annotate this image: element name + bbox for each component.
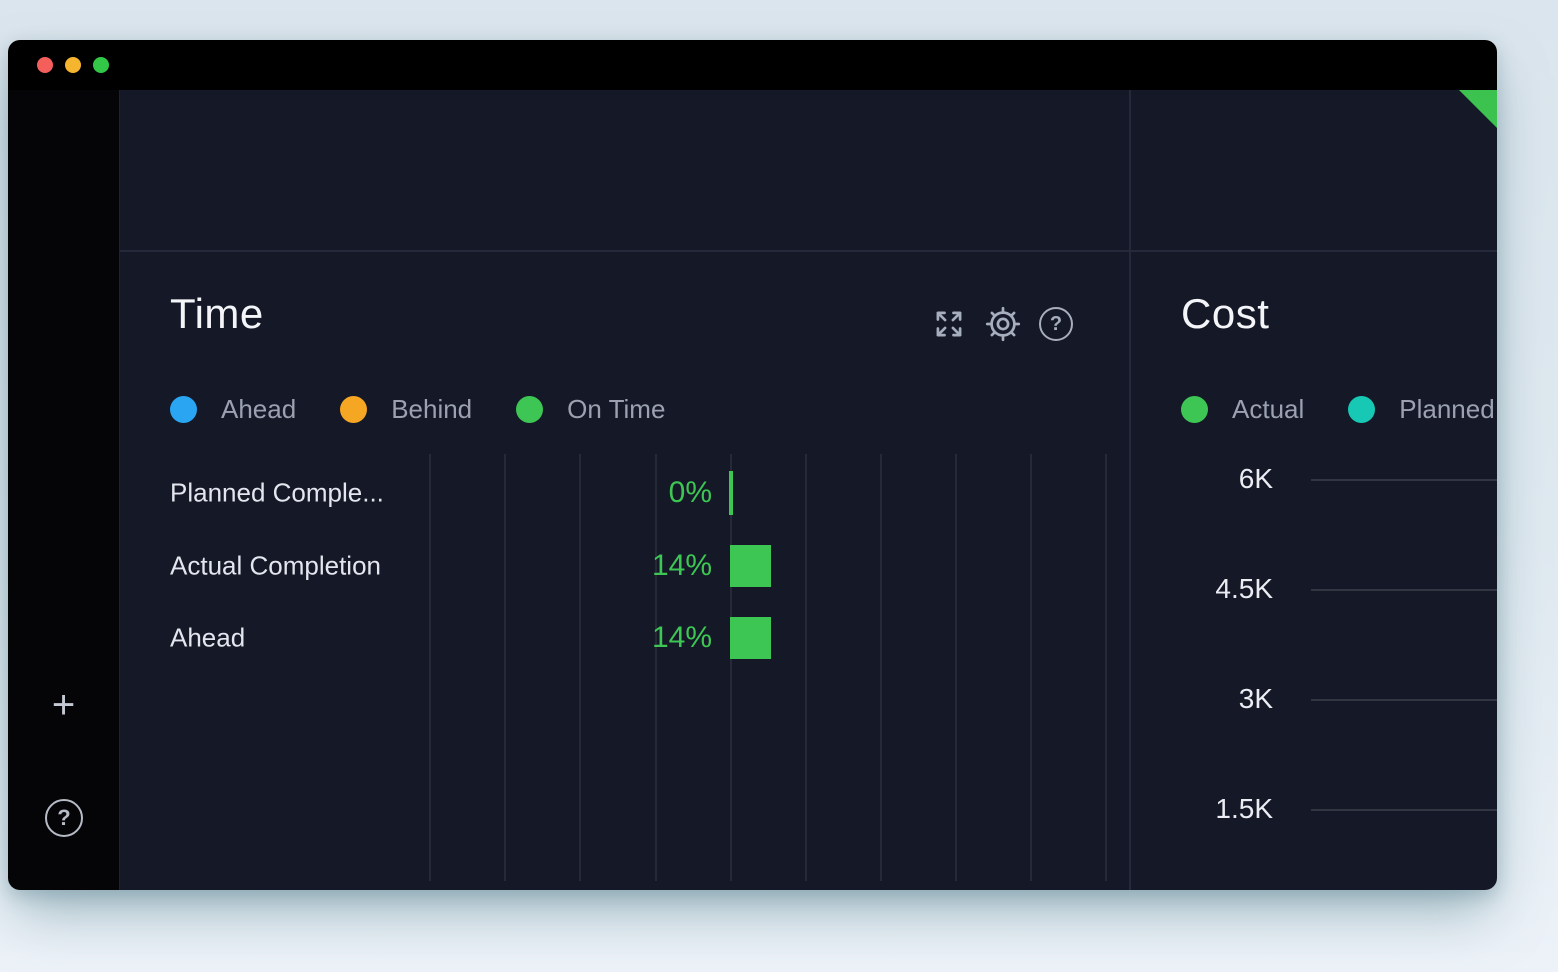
chart-row-actual-completion[interactable]: Actual Completion 14% xyxy=(120,544,1129,588)
axis-row: 3K xyxy=(1131,679,1497,719)
gridline xyxy=(504,454,506,881)
window-titlebar[interactable] xyxy=(8,40,1497,90)
gear-icon[interactable] xyxy=(985,306,1021,342)
time-widget: Time xyxy=(120,252,1129,890)
gridline xyxy=(1105,454,1107,881)
actual-dot-icon xyxy=(1181,396,1208,423)
question-mark-glyph: ? xyxy=(1049,312,1063,335)
gridline xyxy=(1311,699,1497,701)
legend-item-ahead: Ahead xyxy=(170,394,296,425)
time-widget-title: Time xyxy=(170,290,264,337)
gridline xyxy=(1311,479,1497,481)
legend-label: Actual xyxy=(1232,394,1305,424)
app-window: + ? Time xyxy=(8,40,1497,890)
y-tick-label: 1.5K xyxy=(1215,793,1273,824)
planned-dot-icon xyxy=(1348,396,1376,423)
corner-flag-icon xyxy=(1459,90,1497,128)
y-tick-label: 4.5K xyxy=(1215,573,1273,604)
close-window-button[interactable] xyxy=(37,57,53,73)
row-value: 0% xyxy=(668,476,712,509)
row-label: Ahead xyxy=(170,622,246,653)
help-button[interactable]: ? xyxy=(45,799,83,837)
gridline xyxy=(730,454,732,881)
gridline xyxy=(955,454,957,881)
cost-legend: Actual Planned xyxy=(1181,394,1495,425)
legend-label: Ahead xyxy=(221,394,297,424)
legend-item-on-time: On Time xyxy=(516,394,665,425)
minimize-window-button[interactable] xyxy=(65,57,81,73)
legend-label: On Time xyxy=(567,394,666,424)
gridline xyxy=(1311,809,1497,811)
cost-widget: Cost Actual Planned 6K xyxy=(1131,252,1497,890)
gridline xyxy=(1311,589,1497,591)
chart-row-ahead[interactable]: Ahead 14% xyxy=(120,616,1129,660)
ahead-dot-icon xyxy=(170,396,197,423)
bar xyxy=(730,617,771,659)
y-tick-label: 3K xyxy=(1238,683,1273,714)
row-value: 14% xyxy=(651,621,712,654)
legend-item-planned: Planned xyxy=(1348,394,1495,425)
row-value: 14% xyxy=(651,549,712,582)
question-mark-icon: ? xyxy=(57,805,71,830)
gridline xyxy=(1030,454,1032,881)
on-time-dot-icon xyxy=(516,396,544,423)
panel-vertical-divider xyxy=(1129,90,1131,890)
row-label: Actual Completion xyxy=(170,550,381,581)
y-tick-label: 6K xyxy=(1238,463,1273,494)
zero-bar xyxy=(729,471,733,515)
axis-row: 4.5K xyxy=(1131,569,1497,609)
axis-row: 6K xyxy=(1131,459,1497,499)
gridline xyxy=(805,454,807,881)
gridline xyxy=(579,454,581,881)
time-bar-chart: Planned Comple... 0% Actual Completion 1… xyxy=(120,252,1129,890)
left-sidebar: + ? xyxy=(8,90,120,890)
zoom-window-button[interactable] xyxy=(93,57,109,73)
gridline xyxy=(880,454,882,881)
legend-item-actual: Actual xyxy=(1181,394,1304,425)
window-body: + ? Time xyxy=(8,90,1497,890)
time-legend: Ahead Behind On Time xyxy=(170,394,665,425)
add-button[interactable]: + xyxy=(51,683,76,727)
legend-label: Planned xyxy=(1399,394,1495,424)
gridline xyxy=(655,454,657,881)
widget-help-icon[interactable]: ? xyxy=(1039,307,1073,341)
chart-row-planned-completion[interactable]: Planned Comple... 0% xyxy=(120,471,1129,515)
expand-icon[interactable] xyxy=(931,306,967,342)
legend-label: Behind xyxy=(391,394,473,424)
axis-row: 1.5K xyxy=(1131,789,1497,829)
cost-widget-title: Cost xyxy=(1181,290,1270,337)
behind-dot-icon xyxy=(340,396,368,423)
panel-horizontal-divider xyxy=(120,250,1497,252)
row-label: Planned Comple... xyxy=(170,477,384,508)
bar xyxy=(730,545,771,587)
time-widget-toolbar: ? xyxy=(931,306,1073,342)
legend-item-behind: Behind xyxy=(340,394,472,425)
gridline xyxy=(429,454,431,881)
dashboard-content: Time xyxy=(120,90,1497,890)
